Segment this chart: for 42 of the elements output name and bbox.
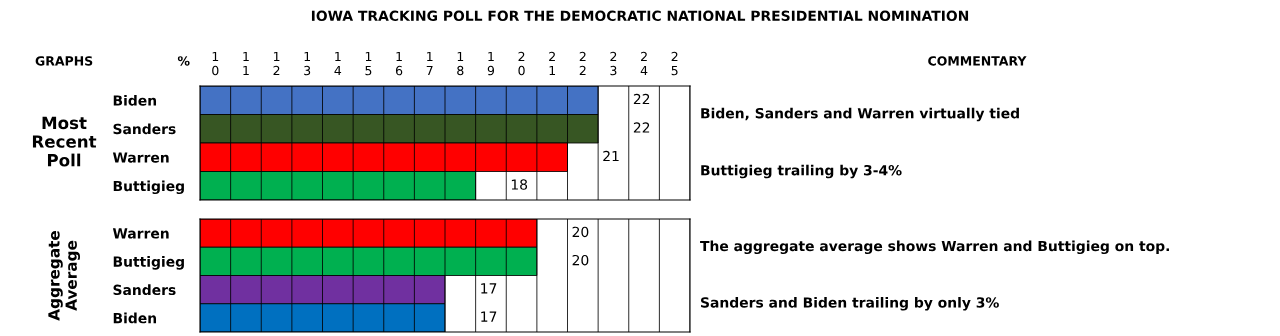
x-tick-label: 12 xyxy=(273,51,280,76)
x-tick-label: 13 xyxy=(304,51,311,76)
data-label: 22 xyxy=(633,93,650,105)
y-axis-title: Aggregate Average xyxy=(48,230,81,321)
chart-title: IOWA TRACKING POLL FOR THE DEMOCRATIC NATIONAL PRESIDENTIAL NOMINATION xyxy=(311,10,969,22)
x-tick-label: 14 xyxy=(334,51,342,76)
x-tick-label: 17 xyxy=(426,51,433,76)
data-label: 21 xyxy=(603,150,619,162)
data-label: 18 xyxy=(511,179,528,190)
text: GRAPHS xyxy=(35,56,93,66)
x-tick-label: 19 xyxy=(487,51,495,76)
text: The aggregate average shows Warren and Buttigieg on top. xyxy=(700,240,1169,255)
text: Biden, Sanders and Warren virtually tied xyxy=(701,107,1019,122)
y-tick-label: Sanders xyxy=(113,284,176,296)
text: Buttigieg trailing by 3-4% xyxy=(701,164,902,179)
text: Sanders and Biden trailing by only 3% xyxy=(701,296,999,311)
x-tick-label: 23 xyxy=(610,51,617,76)
x-tick-label: 20 xyxy=(518,51,525,76)
x-tick-label: 22 xyxy=(579,51,586,76)
text: COMMENTARY xyxy=(928,56,1027,66)
y-tick-label: Buttigieg xyxy=(113,256,184,270)
y-tick-label: Sanders xyxy=(113,123,176,135)
x-tick-label: 21 xyxy=(549,51,556,76)
data-label: 20 xyxy=(572,226,589,238)
x-tick-label: 18 xyxy=(457,51,464,76)
y-tick-label: Biden xyxy=(113,312,157,324)
y-tick-label: Buttigieg xyxy=(113,180,184,195)
data-label: 17 xyxy=(481,311,497,322)
x-tick-label: 24 xyxy=(640,51,648,76)
x-tick-label: 10 xyxy=(212,51,219,76)
x-tick-label: 11 xyxy=(243,51,249,76)
data-label: 20 xyxy=(572,254,589,266)
y-axis-title: Most Recent Poll xyxy=(32,116,97,167)
y-tick-label: Biden xyxy=(113,94,157,106)
x-tick-label: 15 xyxy=(365,51,372,76)
text: % xyxy=(177,56,190,66)
y-tick-label: Warren xyxy=(112,152,169,163)
data-label: 17 xyxy=(481,283,497,294)
data-label: 22 xyxy=(633,122,650,133)
x-tick-label: 16 xyxy=(395,51,403,76)
y-tick-label: Warren xyxy=(112,228,169,239)
x-tick-label: 25 xyxy=(671,51,678,76)
